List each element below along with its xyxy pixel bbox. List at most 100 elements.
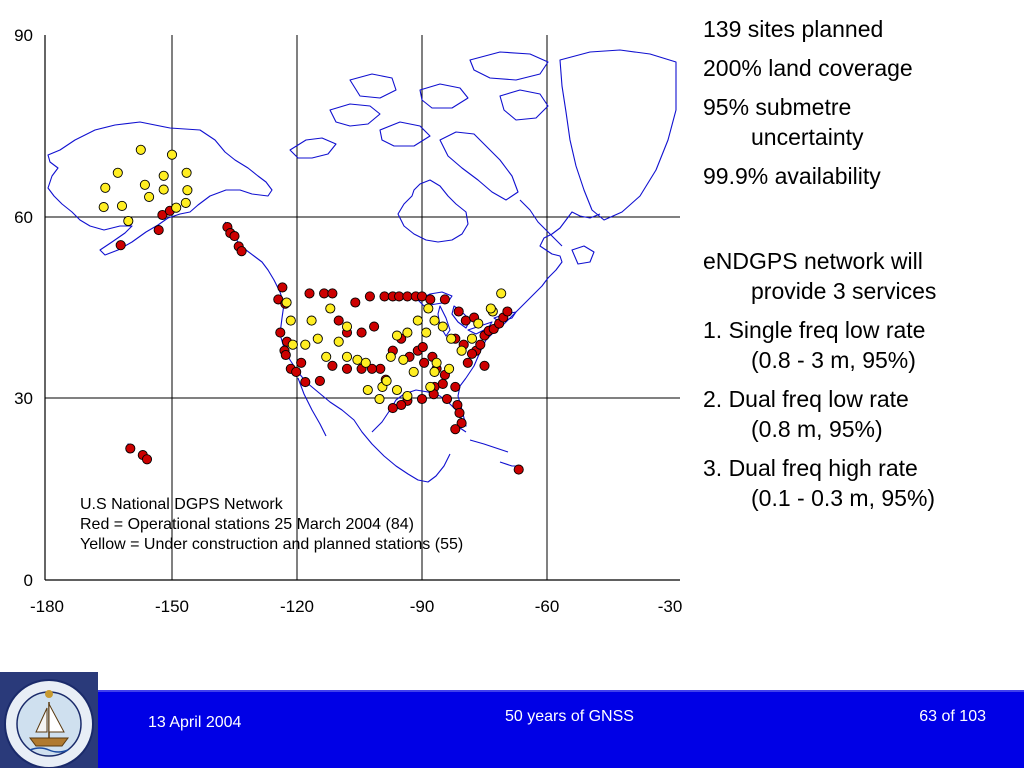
bullet-uncertainty: 95% submetre uncertainty (703, 92, 1015, 152)
operational-station-marker (277, 282, 288, 293)
planned-station-marker (182, 185, 193, 196)
planned-station-marker (408, 366, 419, 377)
operational-station-marker (333, 315, 344, 326)
planned-station-marker (466, 333, 478, 344)
operational-station-marker (450, 381, 461, 392)
planned-station-marker (444, 363, 455, 374)
dgps-network-map: -180 -150 -120 -90 -60 -30 90 60 30 0 (14, 26, 682, 616)
operational-station-marker (456, 418, 467, 429)
bullet-text-continued: provide 3 services (751, 278, 937, 304)
caption-yellow-legend: Yellow = Under construction and planned … (80, 536, 464, 553)
bullet-network: eNDGPS network will provide 3 services (703, 246, 1015, 306)
bullet-text: 3. Dual freq high rate (703, 455, 918, 481)
planned-station-marker (325, 303, 336, 314)
planned-station-marker (123, 215, 134, 227)
planned-station-marker (180, 197, 191, 208)
planned-station-marker (437, 321, 448, 332)
operational-station-marker (157, 209, 168, 221)
operational-station-marker (502, 306, 513, 317)
operational-station-marker (437, 378, 448, 389)
planned-station-marker (158, 184, 169, 195)
planned-station-marker (144, 191, 155, 202)
x-tick-labels: -180 -150 -120 -90 -60 -30 (30, 597, 682, 616)
operational-station-marker (296, 357, 307, 368)
x-tick-label: -150 (155, 597, 189, 616)
operational-station-marker (141, 454, 153, 465)
planned-station-marker (158, 170, 169, 181)
bullet-text: 95% submetre (703, 94, 852, 120)
operational-station-marker (454, 407, 465, 418)
operational-station-marker (441, 393, 453, 405)
operational-station-marker (125, 443, 136, 454)
bullet-availability: 99.9% availability (703, 161, 1015, 191)
planned-station-marker (446, 333, 457, 344)
planned-station-marker (281, 297, 292, 308)
planned-station-marker (423, 303, 434, 314)
x-tick-label: -90 (410, 597, 435, 616)
operational-station-marker (319, 288, 330, 299)
bullet-service-1: 1. Single freq low rate (0.8 - 3 m, 95%) (703, 315, 1015, 375)
planned-station-marker (425, 381, 436, 392)
planned-station-marker (374, 393, 385, 405)
bullet-text: 139 sites planned (703, 16, 884, 42)
bullet-service-3: 3. Dual freq high rate (0.1 - 0.3 m, 95%… (703, 453, 1015, 513)
operational-station-marker (475, 339, 486, 350)
operational-station-marker (291, 366, 302, 377)
planned-station-marker (287, 339, 298, 350)
bullet-service-2: 2. Dual freq low rate (0.8 m, 95%) (703, 384, 1015, 444)
planned-station-marker (473, 318, 484, 329)
planned-station-marker (429, 315, 440, 326)
planned-station-marker (321, 351, 332, 362)
operational-station-marker (229, 231, 240, 242)
operational-station-marker (314, 375, 325, 386)
planned-station-marker (181, 167, 192, 178)
planned-station-marker (139, 179, 150, 190)
operational-station-marker (379, 291, 390, 302)
planned-station-marker (300, 339, 311, 350)
y-tick-labels: 90 60 30 0 (14, 26, 33, 590)
planned-station-marker (412, 315, 423, 326)
planned-station-marker (398, 354, 409, 365)
operational-station-marker (356, 327, 367, 338)
operational-station-marker (453, 306, 464, 317)
planned-station-marker (98, 202, 109, 213)
footer-page-number: 63 of 103 (919, 708, 986, 725)
bullet-text-continued: (0.8 - 3 m, 95%) (751, 347, 916, 373)
planned-station-marker (391, 330, 403, 341)
operational-station-marker (275, 327, 286, 338)
y-tick-label: 30 (14, 389, 33, 408)
operational-station-marker (417, 342, 428, 353)
planned-station-marker (385, 351, 396, 362)
bullet-text-continued: (0.1 - 0.3 m, 95%) (751, 485, 936, 511)
y-tick-label: 90 (14, 26, 33, 45)
operational-station-marker (280, 349, 291, 361)
operational-station-marker (366, 363, 378, 374)
graticule (45, 35, 680, 580)
arab-institute-of-navigation-seal-icon (0, 672, 98, 769)
operational-station-marker (396, 399, 407, 411)
planned-station-marker (312, 333, 323, 344)
y-tick-label: 60 (14, 208, 33, 227)
planned-station-marker (166, 149, 178, 160)
operational-station-marker (513, 464, 524, 475)
planned-station-marker (341, 321, 353, 332)
operational-station-marker (236, 246, 247, 257)
planned-station-marker (391, 384, 403, 396)
footer-title: 50 years of GNSS (505, 708, 634, 725)
operational-station-marker (327, 360, 338, 371)
operational-station-marker (416, 291, 428, 302)
map-caption: U.S National DGPS Network Red = Operatio… (80, 495, 463, 555)
bullet-text-continued: uncertainty (751, 124, 864, 150)
planned-station-marker (116, 200, 128, 211)
operational-station-marker (419, 357, 430, 368)
operational-station-marker (450, 424, 461, 435)
operational-station-marker (460, 315, 471, 326)
bullet-coverage: 200% land coverage (703, 53, 1015, 83)
bullet-text: 200% land coverage (703, 55, 913, 81)
planned-station-marker (135, 144, 146, 155)
bullet-text: eNDGPS network will (703, 248, 923, 274)
bullet-text: 1. Single freq low rate (703, 317, 926, 343)
bullet-text-continued: (0.8 m, 95%) (751, 416, 883, 442)
operational-station-marker (466, 348, 478, 359)
operational-station-marker (327, 288, 338, 299)
